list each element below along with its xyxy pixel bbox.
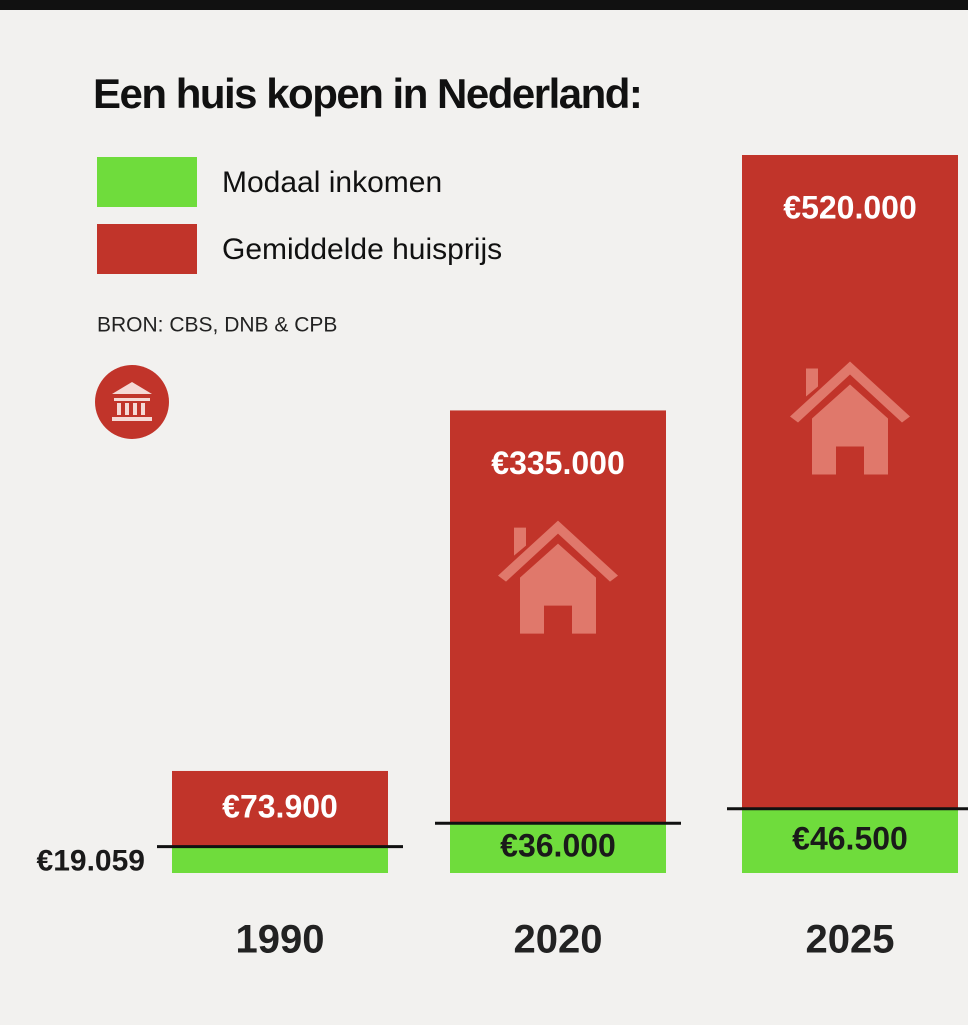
- source: BRON: CBS, DNB & CPB: [97, 314, 337, 337]
- house-icon: [790, 361, 910, 475]
- bar: [742, 808, 958, 873]
- house-icon: [498, 520, 618, 634]
- source-icon: [95, 365, 169, 439]
- legend-label: Gemiddelde huisprijs: [222, 233, 502, 266]
- x-tick-label: 2025: [806, 918, 895, 962]
- bar: [450, 823, 666, 873]
- value-label: €46.500: [792, 820, 908, 856]
- legend-label: Modaal inkomen: [222, 166, 442, 199]
- chart-title: Een huis kopen in Nederland:: [93, 70, 641, 117]
- bar: [172, 846, 388, 873]
- value-label: €73.900: [222, 788, 338, 824]
- value-label: €520.000: [783, 189, 916, 225]
- value-label: €335.000: [491, 445, 624, 481]
- value-label: €19.059: [37, 845, 145, 878]
- x-tick-label: 1990: [236, 918, 325, 962]
- legend-swatch: [97, 157, 197, 207]
- bar: [742, 155, 958, 873]
- value-label: €36.000: [500, 828, 616, 864]
- bar: [450, 410, 666, 873]
- x-tick-label: 2020: [514, 918, 603, 962]
- top-band: [0, 0, 968, 10]
- legend-swatch: [97, 224, 197, 274]
